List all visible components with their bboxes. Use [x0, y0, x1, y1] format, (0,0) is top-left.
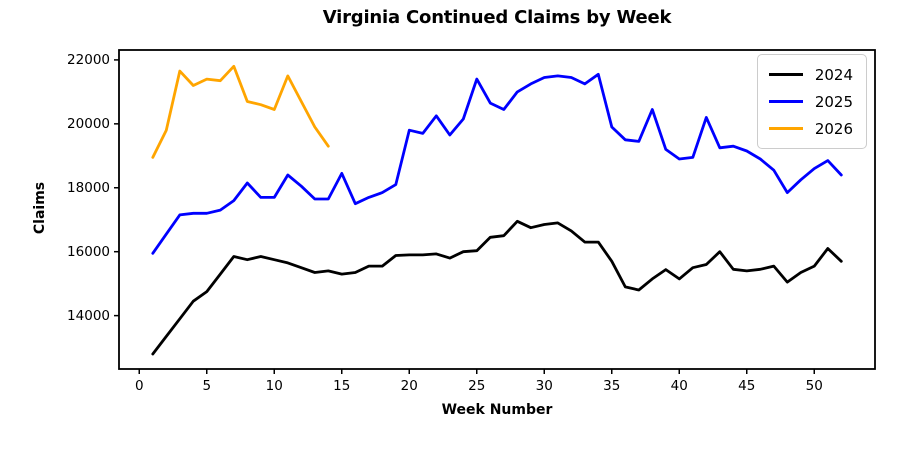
x-tick-label: 15	[333, 378, 351, 394]
plot-frame	[118, 49, 876, 370]
x-tick-label: 30	[535, 378, 553, 394]
chart-title: Virginia Continued Claims by Week	[322, 7, 672, 28]
series-line-2026	[151, 64, 330, 159]
legend-line-swatch	[768, 127, 803, 130]
x-tick-label: 0	[134, 378, 144, 394]
legend-label: 2025	[814, 92, 853, 111]
x-tick-label: 25	[468, 378, 486, 394]
legend-line-swatch	[768, 73, 803, 76]
legend-entry-2024: 2024	[768, 61, 853, 88]
legend-line-swatch	[768, 100, 803, 103]
y-tick-label: 14000	[67, 307, 110, 324]
legend-label: 2026	[814, 119, 853, 138]
x-tick-label: 50	[805, 378, 823, 394]
y-tick-label: 16000	[67, 243, 110, 260]
series-line-2024	[151, 219, 843, 356]
legend-label: 2024	[814, 65, 853, 84]
x-tick-label: 5	[202, 378, 212, 394]
x-tick-label: 40	[670, 378, 688, 394]
x-tick-label: 10	[265, 378, 283, 394]
legend: 2024 2025 2026	[756, 54, 867, 149]
legend-entry-2026: 2026	[768, 115, 853, 142]
y-tick-label: 18000	[67, 179, 110, 196]
x-tick-label: 45	[738, 378, 756, 394]
series-line-2025	[151, 72, 843, 255]
x-axis-label: Week Number	[441, 402, 553, 418]
x-tick-label: 20	[400, 378, 418, 394]
x-tick-label: 35	[603, 378, 621, 394]
legend-entry-2025: 2025	[768, 88, 853, 115]
y-tick-label: 20000	[67, 115, 110, 132]
y-tick-label: 22000	[67, 51, 110, 68]
